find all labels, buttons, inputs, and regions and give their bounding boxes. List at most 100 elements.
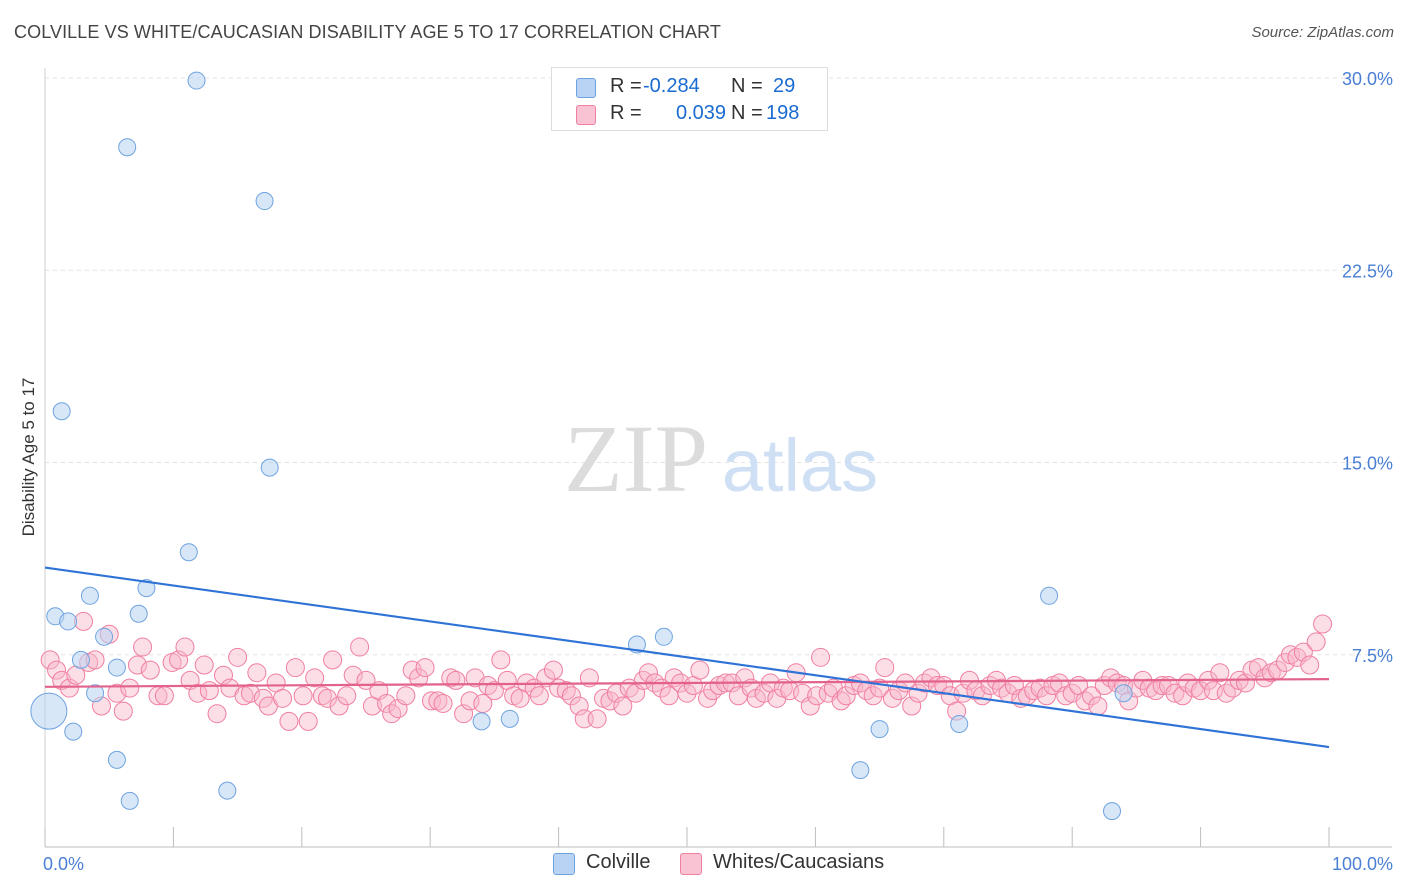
colville-point-0 bbox=[30, 692, 68, 730]
colville-point-14 bbox=[137, 579, 156, 598]
n-value: 198 bbox=[766, 102, 800, 124]
whites-point-76 bbox=[536, 668, 556, 688]
whites-point-130 bbox=[882, 688, 902, 708]
colville-point-26 bbox=[950, 714, 969, 733]
whites-point-154 bbox=[1037, 686, 1057, 706]
whites-point-24 bbox=[199, 681, 219, 701]
whites-point-160 bbox=[1075, 691, 1095, 711]
r-value: 0.039 bbox=[676, 102, 727, 124]
whites-point-181 bbox=[1210, 663, 1230, 683]
whites-point-20 bbox=[175, 637, 195, 657]
whites-point-84 bbox=[587, 709, 607, 729]
whites-point-86 bbox=[600, 691, 620, 711]
y-tick-label-2: 22.5% bbox=[1342, 261, 1393, 281]
r-value: -0.284 bbox=[643, 75, 700, 97]
colville-point-4 bbox=[64, 722, 83, 741]
n-label: N = bbox=[731, 102, 763, 124]
colville-point-25 bbox=[870, 720, 889, 739]
whites-point-28 bbox=[228, 647, 248, 667]
whites-point-52 bbox=[382, 704, 402, 724]
colville-point-21 bbox=[500, 709, 519, 728]
whites-point-10 bbox=[107, 683, 127, 703]
whites-point-196 bbox=[1306, 632, 1326, 652]
whites-point-42 bbox=[317, 688, 337, 708]
whites-point-123 bbox=[836, 686, 856, 706]
series-colville bbox=[30, 71, 1133, 821]
whites-point-60 bbox=[433, 693, 453, 713]
whites-point-13 bbox=[127, 655, 147, 675]
whites-point-77 bbox=[543, 660, 563, 680]
whites-point-51 bbox=[377, 693, 397, 713]
whites-point-66 bbox=[473, 693, 493, 713]
whites-point-12 bbox=[120, 678, 140, 698]
colville-point-13 bbox=[129, 604, 148, 623]
n-label: N = bbox=[731, 75, 763, 97]
colville-point-10 bbox=[107, 750, 126, 769]
whites-point-98 bbox=[677, 683, 697, 703]
whites-point-47 bbox=[350, 637, 370, 657]
whites-point-45 bbox=[337, 686, 357, 706]
whites-point-37 bbox=[285, 658, 305, 678]
whites-point-161 bbox=[1081, 686, 1101, 706]
whites-point-174 bbox=[1165, 683, 1185, 703]
whites-point-36 bbox=[279, 711, 299, 731]
whites-point-1 bbox=[47, 660, 67, 680]
whites-point-38 bbox=[293, 686, 313, 706]
whites-point-23 bbox=[194, 655, 214, 675]
chart-title: COLVILLE VS WHITE/CAUCASIAN DISABILITY A… bbox=[14, 22, 721, 42]
colville-point-1 bbox=[52, 402, 71, 421]
r-label: R = bbox=[610, 75, 642, 97]
whites-point-195 bbox=[1300, 655, 1320, 675]
whites-point-67 bbox=[478, 676, 498, 696]
whites-point-88 bbox=[613, 696, 633, 716]
y-axis-label: Disability Age 5 to 17 bbox=[19, 378, 38, 537]
watermark: ZIP atlas bbox=[564, 405, 878, 512]
whites-point-171 bbox=[1146, 681, 1166, 701]
y-tick-label-0: 7.5% bbox=[1352, 646, 1393, 666]
whites-point-197 bbox=[1313, 614, 1333, 634]
whites-point-14 bbox=[133, 637, 153, 657]
whites-point-15 bbox=[140, 660, 160, 680]
colville-point-27 bbox=[1040, 586, 1059, 605]
whites-point-83 bbox=[579, 668, 599, 688]
whites-point-30 bbox=[240, 683, 260, 703]
whites-point-5 bbox=[74, 611, 94, 631]
whites-point-119 bbox=[811, 647, 831, 667]
whites-point-127 bbox=[863, 686, 883, 706]
whites-point-62 bbox=[446, 670, 466, 690]
whites-point-117 bbox=[800, 696, 820, 716]
colville-point-20 bbox=[472, 712, 491, 731]
x-tick-label-0: 0.0% bbox=[43, 854, 84, 874]
x-tick-label-1: 100.0% bbox=[1332, 854, 1393, 874]
whites-point-187 bbox=[1248, 658, 1268, 678]
whites-point-44 bbox=[329, 696, 349, 716]
colville-trend-line bbox=[44, 566, 1330, 749]
colville-point-11 bbox=[118, 138, 137, 157]
whites-point-69 bbox=[491, 650, 511, 670]
y-tick-label-1: 15.0% bbox=[1342, 454, 1393, 474]
series-whites-caucasians bbox=[40, 611, 1333, 731]
whites-point-54 bbox=[396, 686, 416, 706]
colville-legend-label: Colville bbox=[586, 851, 651, 873]
whites-point-129 bbox=[875, 658, 895, 678]
whites-point-0 bbox=[40, 650, 60, 670]
whites-swatch bbox=[576, 105, 596, 125]
whites-point-79 bbox=[556, 681, 576, 701]
colville-point-17 bbox=[218, 781, 237, 800]
colville-point-9 bbox=[107, 658, 126, 677]
whites-trend-line bbox=[44, 678, 1330, 688]
colville-swatch bbox=[576, 78, 596, 98]
whites-point-122 bbox=[831, 691, 851, 711]
source-note: Source: ZipAtlas.com bbox=[1251, 24, 1394, 41]
axes bbox=[44, 68, 1392, 848]
whites-point-58 bbox=[421, 691, 441, 711]
colville-point-19 bbox=[260, 458, 279, 477]
whites-point-39 bbox=[298, 711, 318, 731]
colville-legend-swatch bbox=[553, 853, 575, 875]
y-tick-label-3: 30.0% bbox=[1342, 69, 1393, 89]
whites-legend-swatch bbox=[680, 853, 702, 875]
colville-point-7 bbox=[86, 684, 105, 703]
colville-point-28 bbox=[1114, 684, 1133, 703]
stats-legend: R = -0.284 N = 29 R = 0.039 N = 198 bbox=[551, 67, 828, 131]
whites-point-175 bbox=[1173, 686, 1193, 706]
